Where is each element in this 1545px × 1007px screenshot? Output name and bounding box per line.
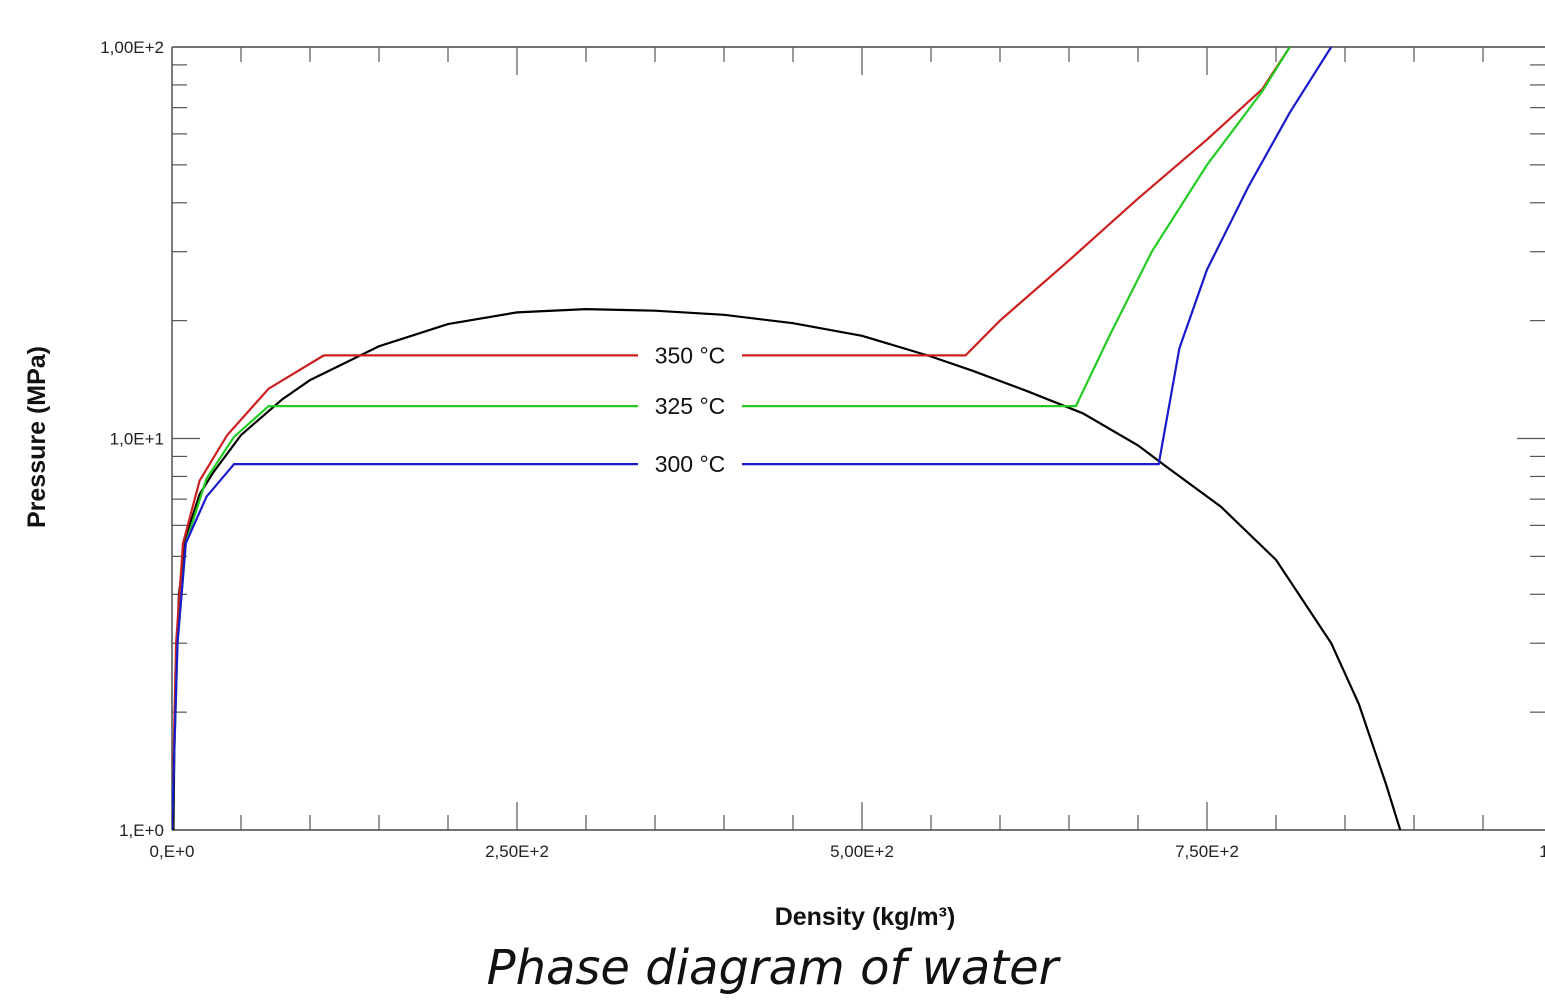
figure-caption: Phase diagram of water: [486, 940, 1059, 996]
series-line-0: [172, 307, 1402, 830]
series-line-3: [172, 47, 1333, 830]
series-label: 300 °C: [655, 451, 726, 477]
series-labels: 350 °C 325 °C 300 °C: [638, 339, 742, 481]
y-tick-label: 1,00E+2: [100, 38, 164, 57]
tick-labels: 0,E+0 2,50E+2 5,00E+2 7,50E+2 1,E 1,E+0 1,0E+1…: [100, 38, 1545, 861]
x-tick-label: 2,50E+2: [485, 842, 549, 861]
x-tick-label: 5,00E+2: [830, 842, 894, 861]
series-line-1: [172, 47, 1291, 830]
x-tick-label: 0,E+0: [150, 842, 195, 861]
x-axis-title: Density (kg/m³): [775, 903, 956, 931]
x-tick-label: 1,E: [1539, 842, 1545, 861]
series-label: 350 °C: [655, 342, 726, 368]
y-tick-label: 1,E+0: [119, 821, 164, 840]
y-axis-title: Pressure (MPa): [23, 346, 51, 528]
series-line-2: [172, 47, 1291, 830]
plot-frame: [171, 46, 1545, 831]
series-lines: [172, 47, 1402, 830]
y-tick-label: 1,0E+1: [110, 430, 164, 449]
series-label-bg: [638, 339, 742, 372]
x-tick-label: 7,50E+2: [1175, 842, 1239, 861]
series-label-bg: [638, 390, 742, 423]
series-label: 325 °C: [655, 393, 726, 419]
series-label-bg: [638, 448, 742, 481]
axis-ticks: [171, 47, 1545, 831]
